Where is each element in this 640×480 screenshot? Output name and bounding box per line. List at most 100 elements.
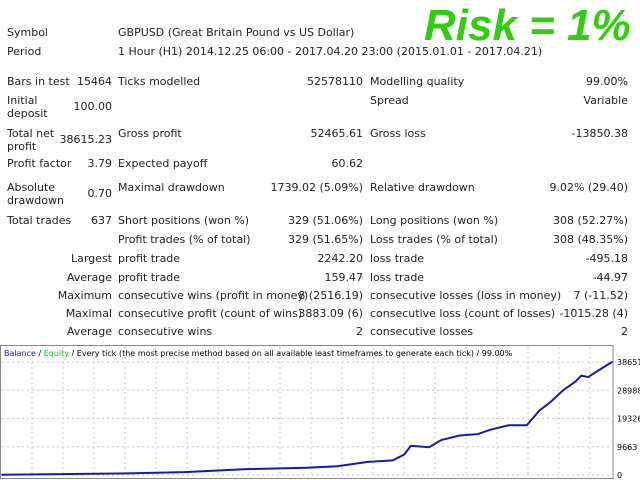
row-value: 8 (2516.19) (298, 289, 363, 302)
balance-point (245, 468, 247, 470)
row-value: 60.62 (331, 157, 364, 170)
row-label: Expected payoff (118, 157, 208, 170)
row-label: Spread (370, 94, 409, 107)
row-label: loss trade (370, 271, 425, 284)
row-label: consecutive profit (count of wins) (118, 307, 303, 320)
risk-banner: Risk = 1% (424, 1, 631, 50)
row-value: 1739.02 (5.09%) (270, 181, 363, 194)
row-value: 52465.61 (310, 127, 364, 140)
row-value: 52578110 (307, 75, 363, 88)
y-tick-label: 28988 (617, 386, 640, 395)
row-label: loss trade (370, 252, 425, 265)
balance-point (367, 461, 369, 463)
row-label: Relative drawdown (370, 181, 475, 194)
row-value: 15464 (77, 75, 112, 88)
row-label: Total trades (7, 214, 72, 227)
row-value: 2 (621, 325, 628, 338)
balance-point (305, 466, 308, 469)
row-value: 637 (91, 214, 112, 227)
row-label: Short positions (won %) (118, 214, 250, 227)
legend-equity: Equity (43, 349, 69, 358)
balance-point (611, 361, 613, 363)
row-value: 3883.09 (6) (298, 307, 363, 320)
row-label: Profit trades (% of total) (118, 233, 251, 246)
row-label: Maximal drawdown (118, 181, 225, 194)
y-tick-label: 19326 (617, 415, 640, 424)
row-label: Bars in test (7, 75, 70, 88)
row-value: 7 (-11.52) (573, 289, 628, 302)
y-tick-label: 38651 (617, 358, 640, 367)
row-label: Initial deposit (7, 94, 48, 120)
balance-point (477, 433, 479, 435)
balance-point (440, 439, 443, 441)
balance-point (410, 444, 412, 447)
row-label: profit trade (118, 252, 181, 265)
balance-point (538, 409, 541, 412)
y-tick-label: 0 (617, 471, 622, 480)
row-label: Modelling quality (370, 75, 465, 88)
legend-balance: Balance (4, 349, 36, 358)
row-value: 159.47 (324, 271, 364, 284)
chart-legend: Balance / Equity / Every tick (the most … (4, 349, 513, 358)
balance-point (549, 401, 552, 403)
plot-frame (0, 345, 614, 479)
balance-point (403, 453, 405, 456)
row-label: Ticks modelled (118, 75, 201, 88)
balance-point (562, 389, 564, 392)
row-value: 2242.20 (317, 252, 364, 265)
row-label: consecutive loss (count of losses) (370, 307, 556, 320)
y-tick-label: 9663 (617, 443, 637, 452)
row-label: Average (66, 271, 112, 284)
balance-point (458, 434, 461, 437)
balance-point (580, 374, 583, 377)
row-value: 308 (52.27%) (552, 214, 628, 227)
row-value: -495.18 (585, 252, 628, 265)
period-label: Period (7, 45, 42, 58)
balance-point (184, 471, 186, 473)
balance-point (507, 424, 510, 427)
row-label: Gross loss (370, 127, 426, 140)
row-label: consecutive losses (370, 325, 474, 338)
balance-point (587, 376, 589, 378)
row-label: Profit factor (7, 157, 72, 170)
row-label: Average (66, 325, 112, 338)
row-value: 308 (48.35%) (552, 233, 628, 246)
balance-point (489, 428, 492, 431)
row-value: 100.00 (73, 100, 113, 113)
symbol-value: GBPUSD (Great Britain Pound vs US Dollar… (118, 26, 355, 39)
balance-point (598, 368, 601, 371)
period-value: 1 Hour (H1) 2014.12.25 06:00 - 2017.04.2… (118, 45, 543, 58)
row-label: Total net profit (7, 127, 55, 153)
balance-point (525, 424, 528, 427)
balance-point (428, 446, 430, 449)
balance-point (336, 465, 338, 468)
balance-point (117, 472, 119, 475)
balance-point (574, 380, 577, 383)
balance-point (391, 459, 394, 462)
row-label: consecutive wins (profit in money) (118, 289, 309, 302)
row-value: 38615.23 (59, 133, 113, 146)
row-value: -44.97 (592, 271, 628, 284)
row-label: profit trade (118, 271, 181, 284)
row-label: Largest (71, 252, 112, 265)
balance-point (1, 473, 3, 476)
row-value: 9.02% (29.40) (549, 181, 628, 194)
row-label: Maximum (57, 289, 112, 302)
symbol-label: Symbol (7, 26, 48, 39)
row-value: 0.70 (87, 187, 113, 200)
row-value: Variable (583, 94, 628, 107)
balance-chart: 38651 28988 19326 9663 0 (0, 345, 640, 480)
row-label: Long positions (won %) (370, 214, 499, 227)
row-label: Maximal (65, 307, 112, 320)
row-label: Gross profit (118, 127, 182, 140)
row-value: -1015.28 (4) (559, 307, 628, 320)
row-label: Loss trades (% of total) (370, 233, 498, 246)
legend-description: / Every tick (the most precise method ba… (71, 349, 513, 358)
row-value: 3.79 (87, 157, 113, 170)
row-value: -13850.38 (571, 127, 628, 140)
row-label: consecutive wins (118, 325, 213, 338)
row-value: 99.00% (586, 75, 628, 88)
row-value: 329 (51.06%) (287, 214, 363, 227)
row-value: 2 (356, 325, 363, 338)
row-label: consecutive losses (loss in money) (370, 289, 562, 302)
